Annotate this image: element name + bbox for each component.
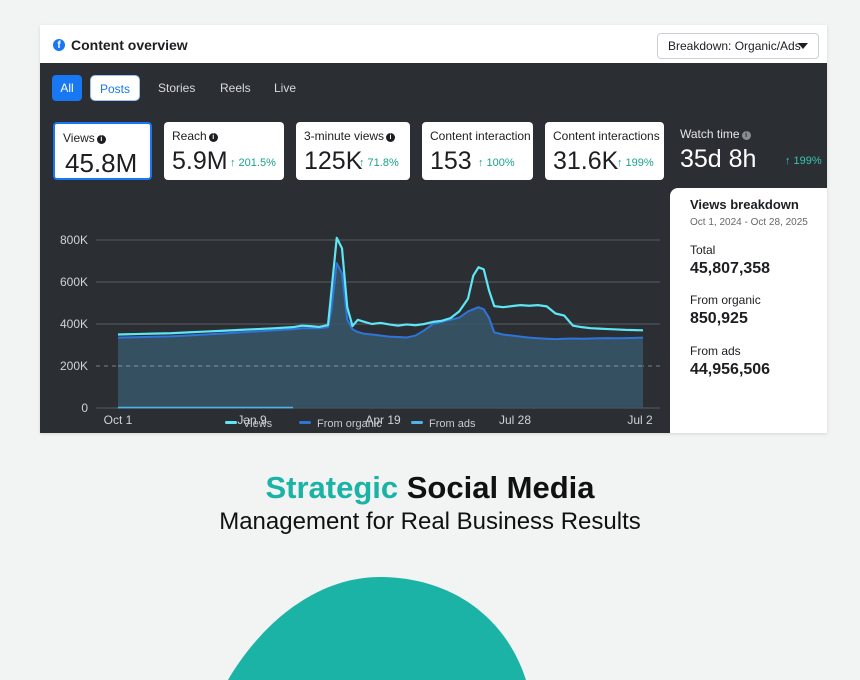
y-tick-label: 600K (60, 275, 88, 289)
views-breakdown-panel: Views breakdown Oct 1, 2024 - Oct 28, 20… (670, 188, 827, 433)
breakdown-title: Views breakdown (690, 197, 799, 212)
dashboard-panel: All Posts Stories Reels Live Views i 45.8… (40, 63, 827, 433)
metric-label: Watch time (680, 127, 740, 141)
legend-label: Views (243, 418, 273, 430)
organic-value: 850,925 (690, 310, 748, 327)
breakdown-dropdown[interactable]: Breakdown: Organic/Ads (657, 33, 819, 59)
info-icon: i (96, 135, 106, 144)
metric-label: Reach (172, 129, 207, 143)
legend-label: From ads (429, 418, 476, 430)
metric-delta: ↑ 71.8% (359, 157, 399, 169)
metric-value: 31.6K (553, 147, 619, 175)
legend-item-from-organic[interactable]: From organic (299, 418, 382, 432)
x-tick-label: Jul 2 (627, 413, 653, 427)
legend-label: From organic (317, 418, 382, 430)
metric-card-content-interactions[interactable]: Content interactions 31.6K ↑ 199% (545, 122, 664, 180)
y-tick-label: 800K (60, 233, 88, 247)
breakdown-dropdown-label: Breakdown: Organic/Ads (668, 39, 801, 53)
metric-delta: ↑ 100% (478, 157, 515, 169)
series-line-views (117, 236, 644, 336)
metric-label: Content interactions (553, 129, 660, 143)
legend-swatch (411, 421, 423, 424)
tab-posts[interactable]: Posts (90, 75, 140, 101)
legend-swatch (299, 421, 311, 424)
metric-value: 35d 8h (680, 145, 757, 173)
y-tick-label: 200K (60, 359, 88, 373)
x-tick-label: Jan 9 (237, 413, 267, 427)
legend-swatch (225, 421, 237, 424)
tab-all[interactable]: All (52, 75, 82, 101)
metric-value: 5.9M (172, 147, 228, 175)
metric-label: 3-minute views (304, 129, 385, 143)
headline-highlight: Strategic (265, 470, 399, 505)
y-tick-label: 400K (60, 317, 88, 331)
views-line-chart: 800K 600K 400K 200K 0 Oct 1 Jan 9 Apr 19 Jul 28 J… (60, 233, 660, 427)
metric-card-reach[interactable]: Reach i 5.9M ↑ 201.5% (164, 122, 284, 180)
content-overview-card: f Content overview Breakdown: Organic/Ad… (40, 25, 827, 433)
decorative-teal-blob (228, 576, 526, 680)
metric-card-content-interaction[interactable]: Content interaction 153 ↑ 100% (422, 122, 533, 180)
ads-value: 44,956,506 (690, 361, 771, 378)
metric-delta: ↑ 201.5% (230, 157, 276, 169)
facebook-icon: f (53, 39, 65, 51)
x-tick-label: Jul 28 (499, 413, 531, 427)
metric-label: Views (63, 131, 95, 145)
metric-card-3-minute-views[interactable]: 3-minute views i 125K ↑ 71.8% (296, 122, 410, 180)
metric-delta: ↑ 199% (617, 157, 654, 169)
total-label: Total (690, 243, 716, 257)
headline: Strategic Social Media (0, 470, 860, 506)
x-tick-label: Apr 19 (365, 413, 401, 427)
card-header: f Content overview Breakdown: Organic/Ad… (40, 25, 827, 63)
y-tick-label: 0 (81, 401, 88, 415)
metric-label: Content interaction (430, 129, 531, 143)
x-tick-label: Oct 1 (104, 413, 133, 427)
headline-rest: Social Media (406, 470, 595, 505)
info-icon: i (386, 133, 396, 142)
metric-delta: ↑ 199% (785, 155, 822, 167)
tab-stories[interactable]: Stories (158, 81, 196, 95)
metric-card-views[interactable]: Views i 45.8M (53, 122, 152, 180)
total-value: 45,807,358 (690, 260, 771, 277)
subheadline: Management for Real Business Results (219, 508, 641, 535)
info-icon: i (208, 133, 218, 142)
tab-reels[interactable]: Reels (220, 81, 251, 95)
breakdown-date-range: Oct 1, 2024 - Oct 28, 2025 (690, 217, 808, 228)
metric-value: 125K (304, 147, 363, 175)
tab-live[interactable]: Live (274, 81, 297, 95)
legend-item-views[interactable]: Views (225, 418, 272, 432)
page-title: Content overview (71, 37, 188, 53)
ads-label: From ads (690, 344, 741, 358)
legend-item-from-ads[interactable]: From ads (411, 418, 475, 432)
series-line-from-organic (117, 262, 644, 341)
organic-label: From organic (690, 293, 761, 307)
chevron-down-icon (798, 43, 808, 49)
metric-value: 45.8M (65, 148, 138, 178)
info-icon: i (741, 131, 751, 140)
metric-value: 153 (430, 147, 472, 175)
